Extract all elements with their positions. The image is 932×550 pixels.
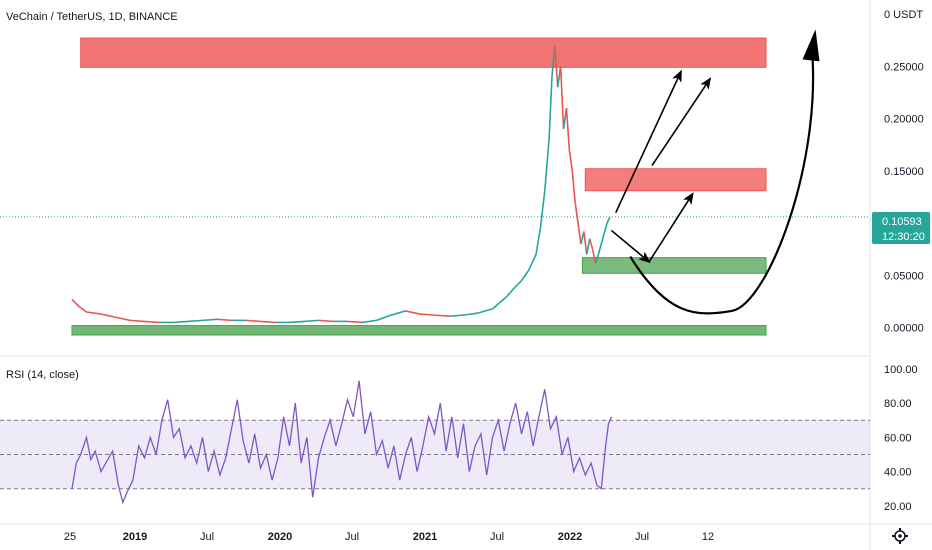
price-segment: [585, 238, 591, 255]
countdown-value: 12:30:20: [882, 231, 925, 243]
price-segment: [520, 269, 530, 282]
price-segment: [594, 254, 600, 264]
price-segment: [559, 66, 565, 130]
price-segment: [318, 319, 334, 323]
time-tick-label: 2020: [268, 531, 292, 543]
price-segment: [506, 287, 515, 297]
price-segment: [419, 313, 435, 316]
arrow-up-3: [648, 192, 694, 263]
price-segment: [173, 320, 189, 324]
price-segment: [347, 320, 363, 324]
price-segment: [603, 222, 608, 234]
price-segment: [543, 139, 550, 192]
annotations-layer: [610, 29, 820, 315]
time-tick-label: Jul: [490, 531, 504, 543]
time-tick-label: 2022: [558, 531, 582, 543]
zone-resistance-top: [80, 37, 767, 68]
price-tick-label: 0.15000: [884, 166, 924, 178]
zone-resistance-mid: [584, 168, 767, 192]
price-segment: [303, 319, 319, 323]
zone-support-bottom: [71, 325, 767, 336]
current-price-badge: [872, 212, 930, 244]
chart-title: VeChain / TetherUS, 1D, BINANCE: [6, 11, 178, 23]
price-tick-label: 0.05000: [884, 270, 924, 282]
price-tick-label: 0.00000: [884, 323, 924, 335]
price-segment: [216, 318, 232, 322]
price-segment: [528, 254, 537, 271]
price-segment: [513, 280, 523, 289]
price-segment: [405, 310, 421, 315]
arrow-up-1: [615, 69, 682, 214]
price-segment: [187, 319, 203, 323]
price-segment: [100, 313, 116, 319]
price-segment: [115, 316, 131, 322]
current-price-value: 0.10593: [882, 216, 922, 228]
price-segment: [597, 243, 603, 255]
price-segment: [551, 45, 556, 77]
rsi-tick-label: 100.00: [884, 364, 918, 376]
rsi-tick-label: 60.00: [884, 432, 912, 444]
price-segment: [568, 149, 574, 171]
price-segment: [260, 320, 276, 324]
time-tick-label: 25: [64, 531, 76, 543]
time-tick-label: 12: [702, 531, 714, 543]
price-segment: [606, 216, 611, 224]
arrow-down: [610, 229, 651, 264]
price-segment: [390, 310, 406, 316]
rsi-tick-label: 80.00: [884, 398, 912, 410]
price-tick-label: 0.20000: [884, 114, 924, 126]
price-segment: [376, 314, 392, 322]
time-tick-label: Jul: [635, 531, 649, 543]
price-segment: [245, 319, 261, 323]
rsi-line: [71, 380, 612, 505]
price-segment: [463, 312, 479, 316]
zone-support-mid: [581, 257, 767, 274]
price-segment: [600, 233, 605, 245]
time-tick-label: 2019: [123, 531, 147, 543]
price-segment: [289, 320, 305, 324]
price-segment: [71, 298, 80, 308]
price-segment: [548, 76, 553, 140]
time-tick-label: 2021: [413, 531, 437, 543]
price-segment: [535, 228, 542, 255]
curve-arrow: [629, 45, 815, 315]
time-tick-label: Jul: [200, 531, 214, 543]
price-segment: [499, 295, 508, 304]
price-segment: [583, 231, 588, 255]
arrow-up-2: [651, 77, 712, 167]
rsi-tick-label: 20.00: [884, 501, 912, 513]
zones-layer: [71, 37, 767, 336]
price-segment: [78, 306, 87, 313]
price-segment: [571, 170, 576, 203]
price-tick-label: 0 USDT: [884, 9, 923, 21]
price-segment: [565, 108, 571, 150]
gear-icon[interactable]: [892, 528, 908, 544]
price-segment: [477, 308, 493, 314]
rsi-title: RSI (14, close): [6, 369, 79, 381]
price-tick-label: 0.25000: [884, 61, 924, 73]
price-segment: [591, 249, 597, 264]
price-segment: [491, 301, 501, 310]
price-segment: [86, 311, 102, 315]
price-segment: [434, 314, 450, 317]
rsi-tick-label: 40.00: [884, 467, 912, 479]
price-series-layer: [0, 45, 870, 324]
price-segment: [202, 318, 218, 322]
price-segment: [361, 319, 377, 324]
price-segment: [574, 202, 579, 224]
rsi-layer: [0, 380, 870, 505]
price-segment: [144, 320, 160, 324]
price-segment: [448, 314, 464, 317]
price-segment: [554, 45, 559, 88]
time-tick-label: Jul: [345, 531, 359, 543]
price-segment: [577, 223, 582, 245]
price-segment: [588, 238, 594, 250]
price-segment: [129, 319, 145, 323]
curve-arrow-head: [802, 29, 820, 62]
price-segment: [539, 191, 546, 229]
